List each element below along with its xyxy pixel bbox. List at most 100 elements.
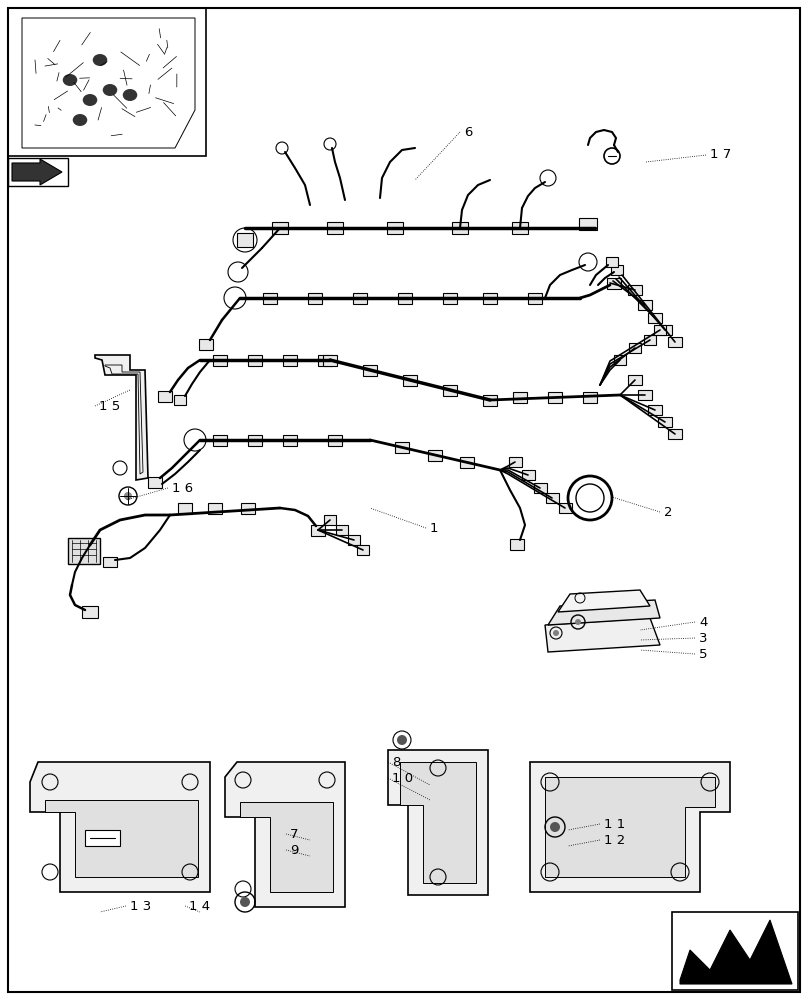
Bar (559, 503, 572, 513)
Text: 1 0: 1 0 (392, 772, 413, 784)
Bar (546, 493, 559, 503)
Bar (248, 435, 262, 446)
Bar (68, 538, 100, 564)
Bar (348, 535, 360, 545)
Bar (668, 337, 682, 347)
Polygon shape (240, 802, 333, 892)
Ellipse shape (397, 735, 407, 745)
Bar (272, 222, 288, 234)
Bar (283, 355, 297, 366)
Bar (658, 417, 672, 427)
Bar (8, 158, 68, 186)
Text: 4: 4 (699, 615, 708, 629)
Bar (483, 293, 497, 304)
Bar (513, 392, 527, 403)
Bar (658, 325, 672, 335)
Text: 8: 8 (392, 756, 401, 768)
Bar (648, 313, 662, 323)
Bar (158, 391, 172, 402)
Bar (654, 325, 666, 335)
Bar (283, 435, 297, 446)
Bar (528, 293, 542, 304)
Bar (512, 222, 528, 234)
Bar (398, 293, 412, 304)
Ellipse shape (73, 114, 87, 126)
Text: 3: 3 (699, 632, 708, 645)
Text: 9: 9 (290, 843, 298, 856)
Bar (308, 293, 322, 304)
Bar (628, 375, 642, 385)
Bar (174, 395, 186, 405)
Bar (648, 405, 662, 415)
Bar (208, 503, 222, 514)
Text: 1 5: 1 5 (99, 399, 120, 412)
Bar (241, 503, 255, 514)
Bar (672, 912, 798, 990)
Polygon shape (400, 762, 476, 883)
Text: 6: 6 (464, 125, 473, 138)
Polygon shape (12, 159, 62, 185)
Bar (629, 343, 641, 353)
Bar (328, 435, 342, 446)
Bar (606, 257, 618, 267)
Bar (199, 339, 213, 350)
Polygon shape (558, 590, 650, 612)
Bar (614, 355, 626, 365)
Bar (178, 503, 192, 514)
Polygon shape (388, 750, 488, 895)
Bar (607, 278, 621, 289)
Bar (213, 355, 227, 366)
Polygon shape (105, 365, 143, 474)
Ellipse shape (63, 74, 78, 86)
Bar (357, 545, 369, 555)
Bar (628, 285, 642, 295)
Bar (248, 355, 262, 366)
Bar (638, 300, 652, 310)
Bar (82, 606, 98, 618)
Bar (638, 390, 652, 400)
Ellipse shape (93, 54, 107, 66)
Bar (336, 525, 348, 535)
Polygon shape (30, 762, 210, 892)
Text: 1 7: 1 7 (710, 148, 731, 161)
Bar (534, 483, 547, 493)
Bar (668, 429, 682, 439)
Bar (213, 435, 227, 446)
Text: 1: 1 (430, 522, 439, 534)
Ellipse shape (103, 84, 117, 96)
Bar (611, 265, 623, 275)
Text: 1 1: 1 1 (604, 817, 625, 830)
Ellipse shape (553, 630, 559, 636)
Polygon shape (680, 920, 792, 984)
Bar (443, 293, 457, 304)
Polygon shape (545, 618, 660, 652)
Bar (263, 293, 277, 304)
Polygon shape (530, 762, 730, 892)
Bar (510, 539, 524, 550)
Ellipse shape (240, 897, 250, 907)
Ellipse shape (124, 492, 132, 500)
Polygon shape (545, 777, 715, 877)
Bar (318, 355, 332, 366)
Text: 1 6: 1 6 (172, 482, 193, 494)
Bar (323, 355, 337, 366)
Bar (387, 222, 403, 234)
Bar (363, 365, 377, 376)
Polygon shape (45, 800, 198, 877)
Bar (403, 375, 417, 386)
Bar (8, 8, 206, 156)
Bar (548, 392, 562, 403)
Bar (460, 457, 474, 468)
Bar (428, 450, 442, 461)
Bar (483, 395, 497, 406)
Ellipse shape (550, 822, 560, 832)
Bar (583, 392, 597, 403)
Bar (85, 830, 120, 846)
Bar (509, 457, 522, 467)
Text: 7: 7 (290, 827, 298, 840)
Bar (148, 477, 162, 488)
Ellipse shape (82, 94, 97, 106)
Bar (311, 525, 325, 536)
Bar (103, 557, 117, 567)
Ellipse shape (575, 619, 581, 625)
